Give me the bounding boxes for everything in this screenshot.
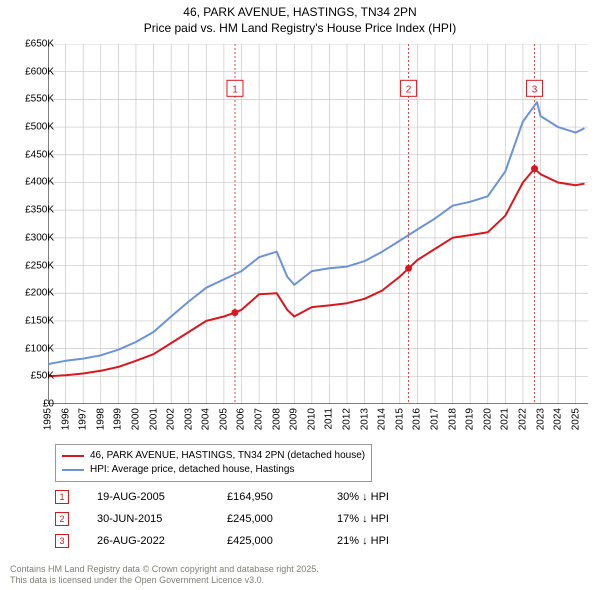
footer: Contains HM Land Registry data © Crown c…	[10, 564, 319, 587]
footer-line-2: This data is licensed under the Open Gov…	[10, 575, 319, 586]
transaction-diff: 21% ↓ HPI	[337, 535, 447, 547]
y-tick-label: £450K	[25, 149, 54, 160]
x-tick-label: 2011	[324, 408, 335, 430]
transaction-row: 1 19-AUG-2005£164,95030% ↓ HPI	[55, 486, 447, 508]
x-tick-label: 1996	[60, 408, 71, 430]
title-block: 46, PARK AVENUE, HASTINGS, TN34 2PN Pric…	[0, 0, 600, 36]
x-tick-label: 2010	[306, 408, 317, 430]
transaction-date: 19-AUG-2005	[97, 491, 227, 503]
footer-line-1: Contains HM Land Registry data © Crown c…	[10, 564, 319, 575]
x-tick-label: 2006	[236, 408, 247, 430]
x-tick-label: 2021	[500, 408, 511, 430]
x-tick-label: 2001	[148, 408, 159, 430]
legend-swatch	[62, 469, 84, 471]
x-tick-label: 2020	[482, 408, 493, 430]
y-tick-label: £250K	[25, 260, 54, 271]
y-tick-label: £550K	[25, 94, 54, 105]
y-tick-label: £350K	[25, 205, 54, 216]
svg-text:1: 1	[232, 84, 238, 95]
y-tick-label: £300K	[25, 232, 54, 243]
transaction-date: 30-JUN-2015	[97, 513, 227, 525]
x-tick-label: 2008	[271, 408, 282, 430]
x-tick-label: 2004	[201, 408, 212, 430]
transaction-row: 3 26-AUG-2022£425,00021% ↓ HPI	[55, 530, 447, 552]
x-tick-label: 2009	[289, 408, 300, 430]
x-tick-label: 2002	[166, 408, 177, 430]
x-tick-label: 2013	[359, 408, 370, 430]
transaction-diff: 17% ↓ HPI	[337, 513, 447, 525]
transaction-marker: 3	[55, 534, 69, 548]
x-tick-label: 2000	[130, 408, 141, 430]
x-tick-label: 2012	[342, 408, 353, 430]
y-tick-label: £650K	[25, 39, 54, 50]
title-line-1: 46, PARK AVENUE, HASTINGS, TN34 2PN	[0, 4, 600, 20]
x-tick-label: 1995	[43, 408, 54, 430]
y-tick-label: £100K	[25, 343, 54, 354]
transaction-price: £164,950	[227, 491, 337, 503]
legend-label: 46, PARK AVENUE, HASTINGS, TN34 2PN (det…	[90, 449, 365, 463]
x-tick-label: 2024	[553, 408, 564, 430]
x-tick-label: 2016	[412, 408, 423, 430]
chart-area: 1 2 3	[48, 44, 588, 404]
transaction-marker: 2	[55, 512, 69, 526]
legend-item: HPI: Average price, detached house, Hast…	[62, 463, 365, 477]
x-tick-label: 2022	[517, 408, 528, 430]
y-tick-label: £400K	[25, 177, 54, 188]
x-tick-label: 2019	[465, 408, 476, 430]
legend-item: 46, PARK AVENUE, HASTINGS, TN34 2PN (det…	[62, 449, 365, 463]
x-tick-label: 2018	[447, 408, 458, 430]
y-tick-label: £600K	[25, 66, 54, 77]
y-tick-label: £150K	[25, 315, 54, 326]
y-tick-label: £50K	[31, 371, 54, 382]
x-tick-label: 1998	[95, 408, 106, 430]
x-tick-label: 1997	[78, 408, 89, 430]
x-tick-label: 2015	[394, 408, 405, 430]
transaction-price: £425,000	[227, 535, 337, 547]
y-tick-label: £500K	[25, 122, 54, 133]
svg-text:3: 3	[532, 84, 538, 95]
x-tick-label: 1999	[113, 408, 124, 430]
x-tick-label: 2014	[377, 408, 388, 430]
x-tick-label: 2017	[429, 408, 440, 430]
title-line-2: Price paid vs. HM Land Registry's House …	[0, 20, 600, 36]
transaction-table: 1 19-AUG-2005£164,95030% ↓ HPI 2 30-JUN-201…	[55, 486, 447, 552]
chart-svg: 1 2 3	[48, 44, 588, 404]
x-tick-label: 2003	[183, 408, 194, 430]
svg-text:2: 2	[406, 84, 412, 95]
transaction-row: 2 30-JUN-2015£245,00017% ↓ HPI	[55, 508, 447, 530]
transaction-diff: 30% ↓ HPI	[337, 491, 447, 503]
transaction-marker: 1	[55, 490, 69, 504]
x-tick-label: 2023	[535, 408, 546, 430]
transaction-date: 26-AUG-2022	[97, 535, 227, 547]
x-tick-label: 2025	[570, 408, 581, 430]
x-tick-label: 2007	[254, 408, 265, 430]
transaction-price: £245,000	[227, 513, 337, 525]
chart-container: 46, PARK AVENUE, HASTINGS, TN34 2PN Pric…	[0, 0, 600, 590]
x-tick-label: 2005	[218, 408, 229, 430]
legend: 46, PARK AVENUE, HASTINGS, TN34 2PN (det…	[55, 444, 372, 482]
legend-swatch	[62, 455, 84, 457]
y-tick-label: £200K	[25, 288, 54, 299]
legend-label: HPI: Average price, detached house, Hast…	[90, 463, 294, 477]
